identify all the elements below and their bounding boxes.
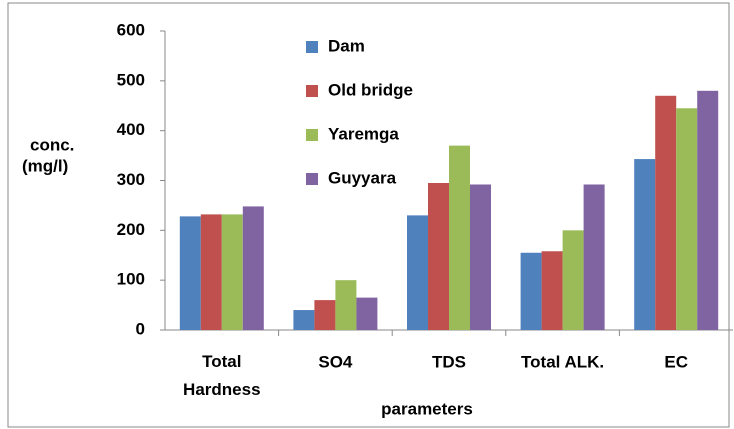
y-tick-label: 600 xyxy=(117,20,145,39)
x-tick-label: EC xyxy=(664,352,688,371)
legend-swatch xyxy=(306,85,318,97)
x-tick-label: Total Hardness xyxy=(183,352,260,399)
bar xyxy=(179,216,201,330)
bar xyxy=(676,108,698,330)
bar xyxy=(634,159,656,330)
chart-frame xyxy=(7,2,730,428)
legend-label: Guyyara xyxy=(328,168,397,187)
y-axis-label: conc. xyxy=(30,135,74,154)
y-tick-label: 200 xyxy=(117,220,145,239)
bar xyxy=(428,182,449,330)
y-tick-label: 500 xyxy=(117,70,145,89)
bar xyxy=(335,280,357,330)
bar xyxy=(200,214,222,330)
legend-swatch xyxy=(306,173,318,185)
bar xyxy=(697,90,719,330)
bar xyxy=(520,252,542,330)
y-tick-label: 0 xyxy=(136,319,145,338)
y-tick-label: 100 xyxy=(117,270,145,289)
legend-label: Yaremga xyxy=(328,124,399,143)
y-tick-label: 300 xyxy=(117,170,145,189)
bar xyxy=(562,230,584,330)
x-tick-label: SO4 xyxy=(318,352,353,371)
bar xyxy=(293,310,315,330)
bar xyxy=(407,215,428,330)
bar xyxy=(314,300,336,330)
bar xyxy=(221,214,243,330)
x-tick-label: Total ALK. xyxy=(521,352,604,371)
bar xyxy=(655,95,677,331)
bar xyxy=(356,297,378,330)
y-axis-label: (mg/l) xyxy=(22,156,68,175)
x-axis-label: parameters xyxy=(381,399,473,418)
legend-label: Dam xyxy=(328,36,365,55)
bar xyxy=(541,251,563,330)
bar xyxy=(583,184,605,330)
legend-swatch xyxy=(306,129,318,141)
y-tick-label: 400 xyxy=(117,120,145,139)
legend-swatch xyxy=(306,41,318,53)
bar xyxy=(449,145,470,330)
x-tick-label: TDS xyxy=(432,352,466,371)
bar xyxy=(242,206,264,330)
bar xyxy=(470,184,491,330)
legend-label: Old bridge xyxy=(328,80,413,99)
